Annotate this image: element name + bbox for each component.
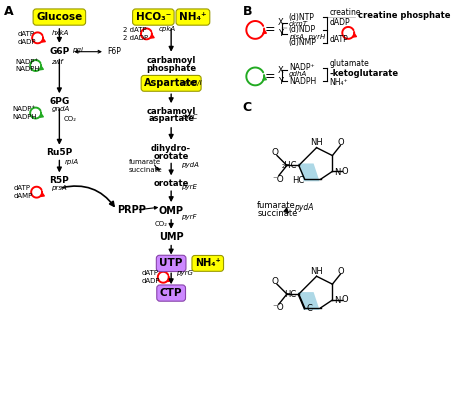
Text: hxkA: hxkA — [52, 30, 69, 36]
Text: gdhA: gdhA — [289, 71, 307, 78]
Text: A: A — [4, 5, 14, 18]
Text: Y: Y — [278, 29, 283, 38]
Text: O: O — [338, 267, 345, 276]
Text: Glucose: Glucose — [36, 12, 82, 22]
Text: orotate: orotate — [154, 179, 189, 188]
Text: NH₄⁺: NH₄⁺ — [195, 259, 220, 269]
Text: carbamoyl: carbamoyl — [146, 107, 196, 115]
Text: O: O — [338, 138, 345, 147]
Text: prsA: prsA — [52, 185, 67, 191]
Text: succinate: succinate — [257, 210, 298, 218]
Text: HC: HC — [292, 176, 305, 185]
Text: =: = — [265, 70, 275, 83]
Text: X: X — [278, 19, 284, 27]
Text: Aspartate: Aspartate — [144, 78, 198, 88]
Text: C: C — [242, 101, 252, 114]
Text: dADP: dADP — [329, 17, 350, 27]
Text: G6P: G6P — [49, 47, 70, 56]
Text: ₂HC: ₂HC — [281, 161, 297, 170]
Text: pgi: pgi — [72, 47, 83, 53]
Text: HC: HC — [284, 290, 297, 298]
Text: NH₄⁺: NH₄⁺ — [179, 12, 207, 22]
Text: pyrF: pyrF — [181, 214, 197, 220]
Polygon shape — [298, 164, 319, 181]
Polygon shape — [298, 292, 319, 310]
Text: HCO₃⁻: HCO₃⁻ — [136, 12, 171, 22]
Text: X: X — [278, 66, 284, 75]
Text: rpiA: rpiA — [64, 159, 78, 166]
Text: dADP: dADP — [141, 278, 160, 284]
Text: fumarate: fumarate — [128, 159, 161, 166]
Text: gndA: gndA — [52, 106, 70, 112]
Text: PRPP: PRPP — [117, 205, 146, 215]
Text: succinate: succinate — [128, 167, 162, 173]
Text: O: O — [342, 295, 348, 305]
Text: dATP: dATP — [18, 31, 35, 37]
Text: OMP: OMP — [159, 206, 183, 216]
Text: dATP: dATP — [14, 185, 31, 191]
Text: N: N — [334, 168, 341, 177]
Text: cpkA: cpkA — [158, 26, 175, 32]
Text: (d)NTP: (d)NTP — [289, 12, 315, 22]
Text: NH₄⁺: NH₄⁺ — [329, 78, 348, 87]
Text: NADP⁺: NADP⁺ — [289, 63, 314, 72]
Text: carbamoyl: carbamoyl — [146, 56, 196, 65]
Text: NADP⁺: NADP⁺ — [16, 59, 39, 65]
Text: NADPH: NADPH — [16, 66, 40, 73]
Text: UTP: UTP — [159, 259, 183, 269]
Text: plsA, pyrH: plsA, pyrH — [289, 34, 325, 40]
Text: NH: NH — [310, 267, 323, 276]
Text: UMP: UMP — [159, 232, 183, 242]
Text: 2 dADP: 2 dADP — [123, 35, 148, 41]
Text: =: = — [265, 23, 275, 37]
Text: orotate: orotate — [154, 152, 189, 161]
Text: pyrG: pyrG — [176, 270, 193, 276]
Text: CTP: CTP — [160, 288, 182, 298]
Text: C: C — [307, 305, 312, 313]
Text: (d)NDP: (d)NDP — [289, 25, 316, 34]
Text: pyrE: pyrE — [181, 184, 197, 190]
Text: dAMP: dAMP — [14, 193, 33, 199]
Text: F6P: F6P — [107, 47, 121, 56]
Text: pyrC: pyrC — [181, 114, 197, 120]
Text: R5P: R5P — [49, 176, 69, 185]
Text: CO₂: CO₂ — [155, 221, 167, 227]
Text: creatine: creatine — [329, 7, 361, 17]
Text: pydA: pydA — [294, 203, 313, 212]
Text: NADPH: NADPH — [13, 114, 37, 120]
Text: pydA: pydA — [181, 162, 199, 168]
Text: 6PG: 6PG — [49, 97, 70, 106]
Text: O: O — [342, 167, 348, 176]
Text: ckmT: ckmT — [289, 21, 308, 27]
Text: dADP: dADP — [18, 39, 36, 45]
Text: CO₂: CO₂ — [64, 116, 76, 122]
Text: NADPH: NADPH — [289, 77, 316, 86]
Text: zwf: zwf — [52, 59, 64, 65]
Text: Y: Y — [278, 77, 283, 86]
Text: dihydro-: dihydro- — [151, 144, 191, 153]
Text: glutamate: glutamate — [329, 59, 369, 68]
Text: B: B — [242, 5, 252, 18]
Text: dATP: dATP — [329, 35, 348, 44]
Text: O: O — [272, 277, 279, 286]
Text: 2 dATP: 2 dATP — [123, 27, 146, 33]
Text: ⁻O: ⁻O — [272, 175, 284, 184]
Text: ‐ketoglutarate: ‐ketoglutarate — [329, 69, 399, 78]
Text: NH: NH — [310, 138, 323, 147]
Text: dATP: dATP — [141, 270, 158, 276]
Text: (d)NMP: (d)NMP — [289, 38, 317, 47]
Text: NADP⁺: NADP⁺ — [13, 106, 36, 112]
Text: O: O — [272, 148, 279, 157]
Text: Ru5P: Ru5P — [46, 148, 73, 157]
Text: aspartate: aspartate — [148, 115, 194, 123]
Text: creatine phosphate: creatine phosphate — [358, 10, 451, 20]
Text: fumarate: fumarate — [257, 200, 296, 210]
Text: phosphate: phosphate — [146, 64, 196, 73]
Text: N: N — [334, 296, 341, 305]
Text: ⁻O: ⁻O — [272, 303, 284, 312]
Text: pyrB/I: pyrB/I — [181, 81, 202, 86]
